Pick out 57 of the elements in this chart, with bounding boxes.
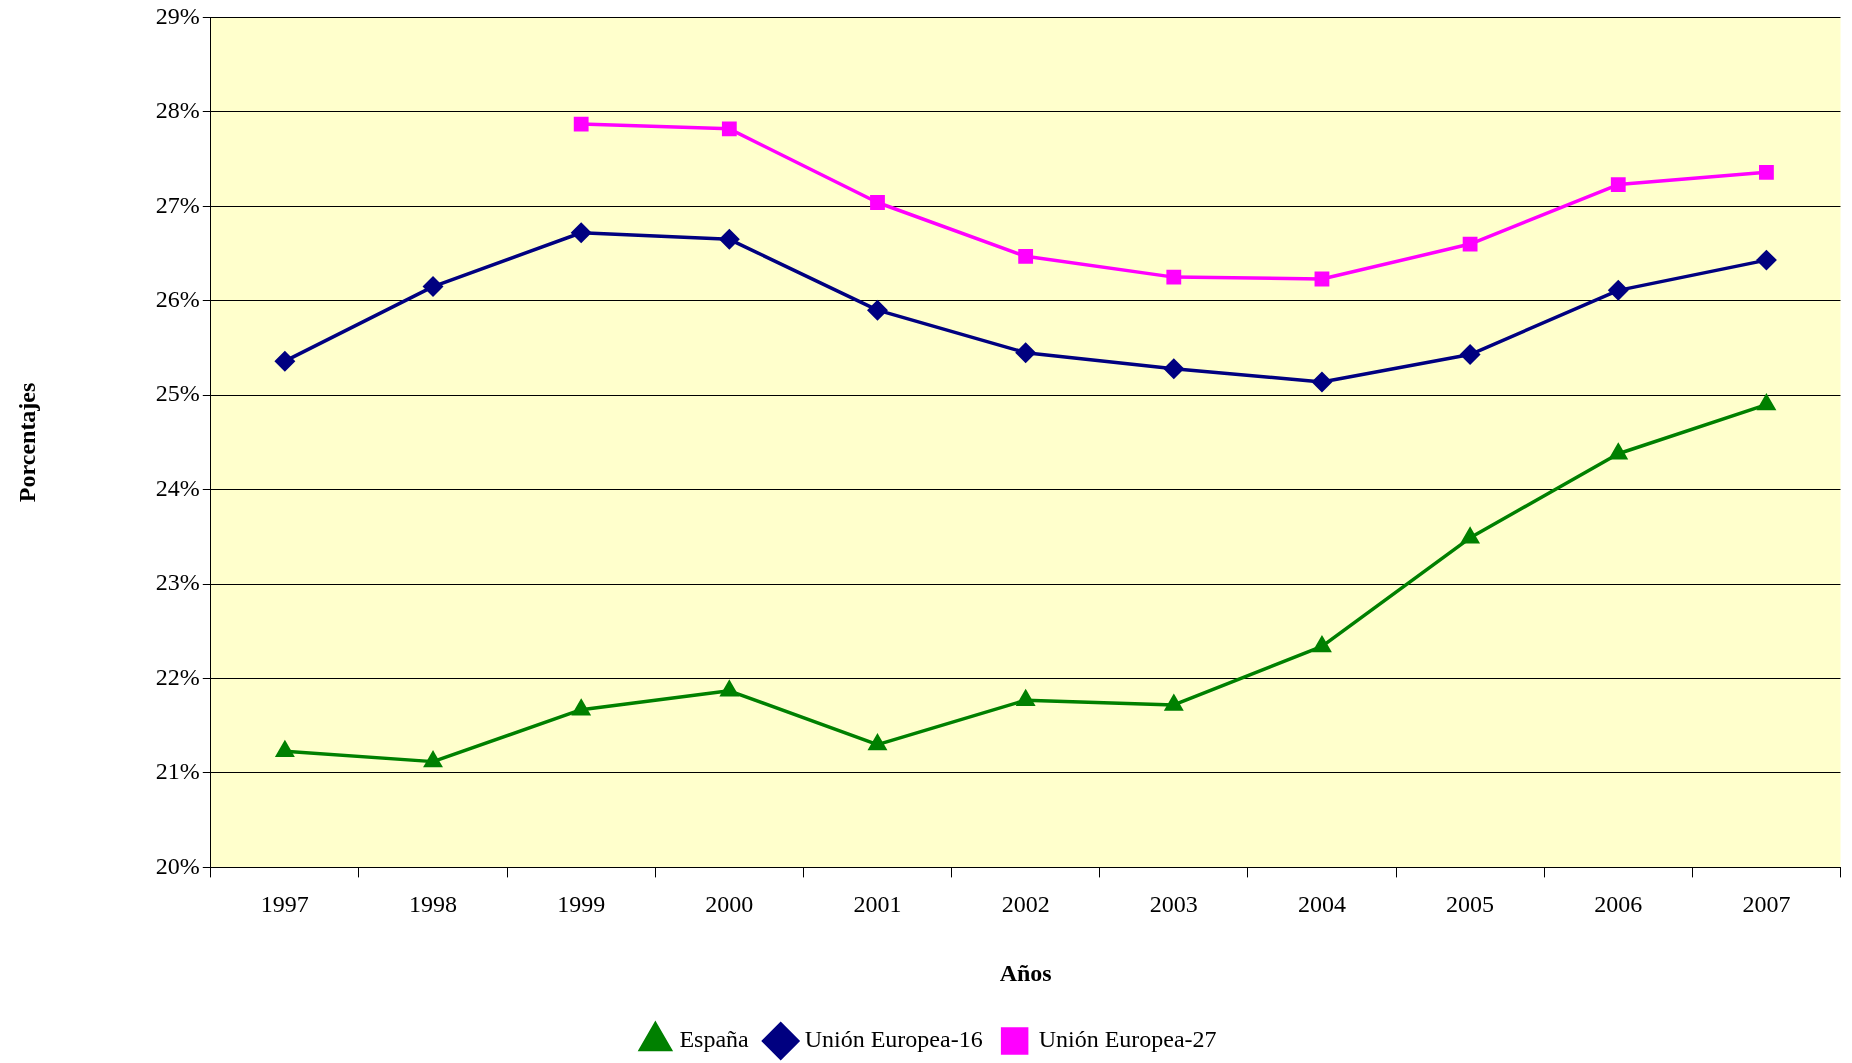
point	[1608, 280, 1629, 301]
point	[1165, 695, 1183, 711]
point	[573, 116, 589, 132]
x-tick-label: 2006	[1594, 891, 1643, 918]
y-tick-label: 28%	[155, 97, 200, 124]
y-tick-label: 24%	[155, 474, 200, 501]
x-tick-label: 1999	[557, 891, 606, 918]
x-axis-title: Años	[999, 959, 1052, 986]
x-tick-label: 1997	[260, 891, 309, 918]
point	[1461, 528, 1479, 544]
legend-label: España	[679, 1026, 750, 1053]
point	[423, 276, 443, 297]
point	[1016, 690, 1035, 706]
y-tick-label: 21%	[155, 758, 200, 785]
point	[424, 751, 442, 768]
y-tick-label: 22%	[155, 663, 200, 690]
y-tick-label: 25%	[155, 380, 200, 407]
y-tick-label: 20%	[155, 852, 200, 879]
x-tick-label: 1998	[409, 891, 458, 918]
point	[1015, 342, 1036, 363]
point	[1166, 269, 1182, 285]
x-tick-label: 2004	[1297, 891, 1346, 918]
x-tick-label: 2007	[1742, 891, 1791, 918]
point	[275, 351, 295, 371]
point	[1462, 236, 1478, 252]
point	[868, 734, 887, 751]
point	[1759, 164, 1774, 180]
point	[1460, 344, 1480, 365]
point	[1757, 394, 1776, 411]
x-tick-label: 2000	[705, 891, 754, 918]
legend-label: Unión Europea-16	[804, 1026, 983, 1053]
point	[720, 681, 739, 697]
legend-label: Unión Europea-27	[1038, 1026, 1217, 1053]
x-tick-label: 2002	[1001, 891, 1050, 918]
y-tick-label: 27%	[155, 191, 200, 218]
y-axis-title: Porcentajes	[13, 382, 40, 503]
point	[1610, 177, 1626, 192]
point	[867, 300, 888, 320]
y-tick-label: 26%	[155, 286, 200, 313]
point	[276, 741, 294, 757]
point	[721, 121, 737, 137]
point	[572, 699, 590, 716]
point	[1164, 358, 1184, 379]
point	[1314, 271, 1330, 287]
x-tick-label: 2001	[853, 891, 902, 918]
point	[1018, 248, 1034, 264]
point	[1312, 372, 1332, 392]
point	[571, 222, 591, 243]
x-tick-label: 2003	[1149, 891, 1198, 918]
point	[719, 229, 740, 250]
x-tick-label: 2005	[1446, 891, 1495, 918]
y-tick-label: 29%	[155, 2, 200, 29]
point	[1313, 636, 1331, 653]
point	[1609, 443, 1627, 460]
point	[870, 195, 885, 210]
y-tick-label: 23%	[155, 569, 200, 596]
point	[1756, 250, 1777, 270]
